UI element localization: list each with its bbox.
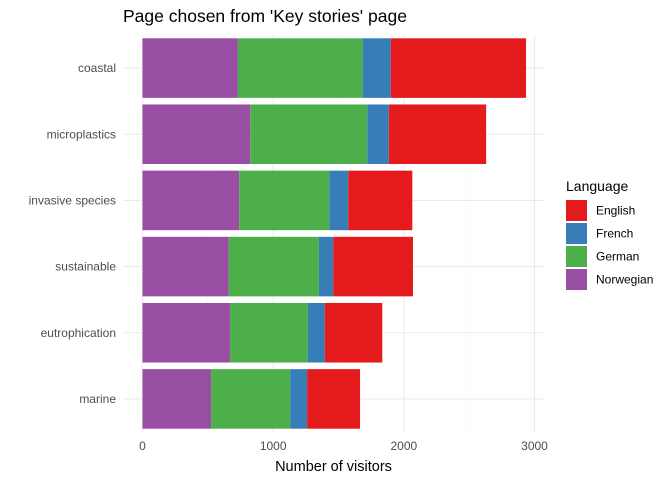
- y-tick-label: invasive species: [29, 193, 116, 207]
- y-tick-label: microplastics: [47, 127, 116, 141]
- y-tick-label: sustainable: [55, 260, 116, 274]
- x-tick-label: 1000: [260, 439, 287, 453]
- bar-microplastics-norwegian: [142, 104, 251, 165]
- legend-key-norwegian: [566, 269, 587, 290]
- bar-coastal-french: [362, 38, 391, 98]
- bar-marine-french: [290, 369, 308, 429]
- legend-label-english: English: [596, 204, 635, 218]
- legend-key-german: [566, 246, 587, 267]
- bar-eutrophication-german: [230, 302, 308, 363]
- bar-sustainable-english: [333, 236, 413, 297]
- bar-marine-norwegian: [142, 369, 212, 429]
- legend-label-german: German: [596, 250, 639, 264]
- chart-title: Page chosen from 'Key stories' page: [123, 6, 407, 26]
- bar-microplastics-french: [367, 104, 389, 165]
- x-tick-label: 3000: [521, 439, 548, 453]
- bar-eutrophication-english: [324, 302, 383, 363]
- x-axis-tick-labels: 0 1000 2000 3000: [139, 439, 548, 453]
- bar-invasive-species-norwegian: [142, 170, 240, 231]
- bar-microplastics-german: [250, 104, 368, 165]
- bar-microplastics-english: [388, 104, 487, 165]
- x-axis-title: Number of visitors: [275, 459, 392, 475]
- x-tick-label: 2000: [390, 439, 417, 453]
- bar-eutrophication-norwegian: [142, 302, 231, 363]
- legend-key-french: [566, 223, 587, 244]
- legend-label-norwegian: Norwegian: [596, 273, 653, 287]
- bar-invasive-species-english: [348, 170, 413, 231]
- x-tick-label: 0: [139, 439, 146, 453]
- y-tick-label: eutrophication: [41, 326, 116, 340]
- bar-eutrophication-french: [307, 302, 325, 363]
- legend: Language English French German Norwegian: [566, 178, 653, 290]
- bar-coastal-norwegian: [142, 38, 238, 98]
- legend-label-french: French: [596, 227, 633, 241]
- legend-items: English French German Norwegian: [566, 200, 653, 290]
- legend-title: Language: [566, 178, 629, 194]
- legend-key-english: [566, 200, 587, 221]
- bar-sustainable-french: [318, 236, 334, 297]
- y-tick-label: marine: [79, 392, 116, 406]
- bars: [142, 38, 527, 429]
- y-axis-tick-labels: marine eutrophication sustainable invasive …: [29, 61, 117, 406]
- bar-sustainable-norwegian: [142, 236, 229, 297]
- bar-marine-english: [307, 369, 361, 429]
- y-tick-label: coastal: [78, 61, 116, 75]
- bar-coastal-english: [390, 38, 527, 98]
- bar-sustainable-german: [228, 236, 319, 297]
- bar-coastal-german: [237, 38, 363, 98]
- bar-invasive-species-french: [329, 170, 349, 231]
- bar-marine-german: [211, 369, 291, 429]
- bar-invasive-species-german: [239, 170, 330, 231]
